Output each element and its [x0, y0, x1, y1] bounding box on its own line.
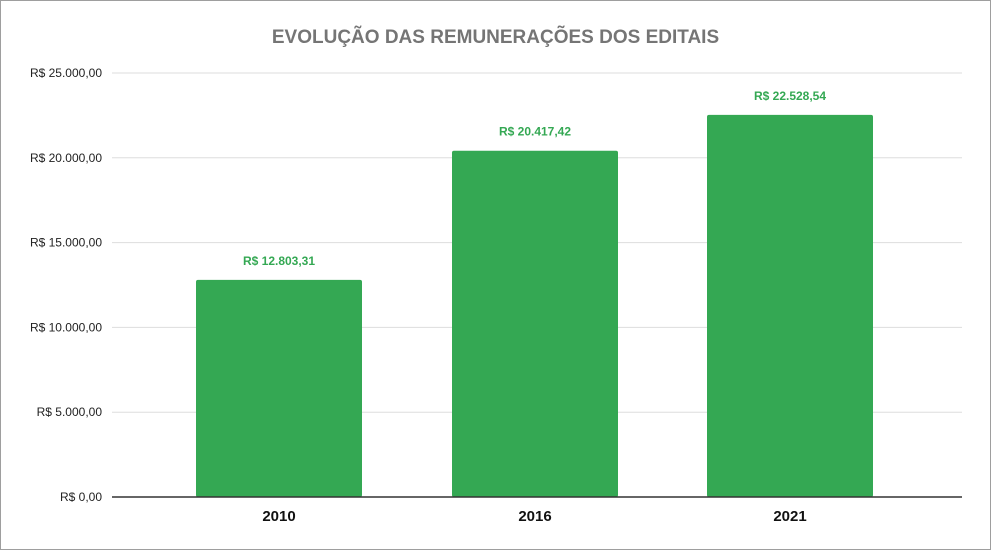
- data-label: R$ 20.417,42: [499, 125, 571, 139]
- y-tick-label: R$ 20.000,00: [30, 151, 102, 165]
- bar: [707, 114, 873, 498]
- x-tick-label: 2021: [773, 508, 806, 525]
- x-tick-label: 2010: [262, 508, 295, 525]
- bar: [196, 279, 362, 497]
- x-tick-label: 2016: [518, 508, 551, 525]
- bar: [452, 150, 618, 497]
- y-tick-label: R$ 15.000,00: [30, 236, 102, 250]
- chart-title: EVOLUÇÃO DAS REMUNERAÇÕES DOS EDITAIS: [271, 27, 720, 48]
- y-tick-label: R$ 25.000,00: [30, 66, 102, 80]
- data-label: R$ 22.528,54: [754, 89, 826, 103]
- y-tick-label: R$ 10.000,00: [30, 320, 102, 334]
- y-tick-label: R$ 0,00: [60, 490, 102, 504]
- data-label: R$ 12.803,31: [243, 254, 315, 268]
- y-tick-label: R$ 5.000,00: [37, 405, 103, 419]
